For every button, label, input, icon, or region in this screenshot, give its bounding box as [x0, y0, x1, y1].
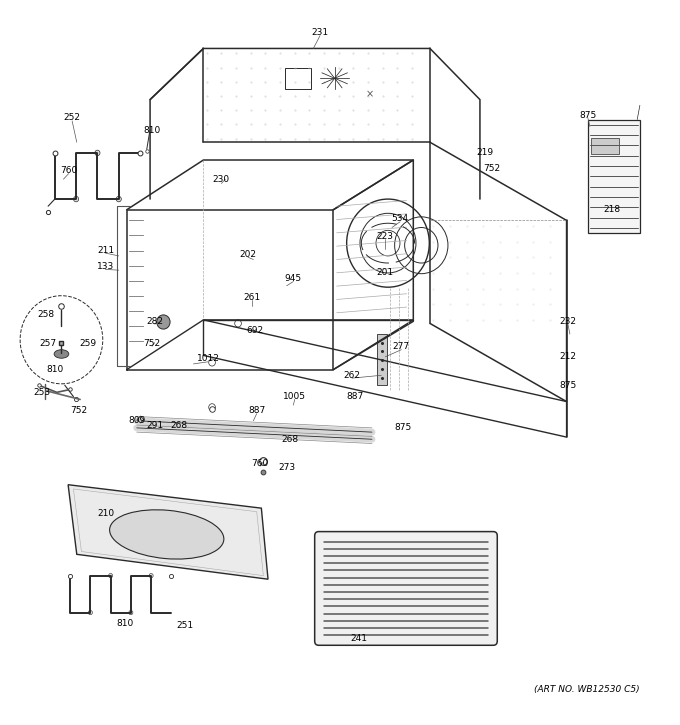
Circle shape [95, 150, 100, 156]
Text: 1012: 1012 [197, 355, 220, 363]
Text: 752: 752 [483, 164, 500, 173]
Text: 282: 282 [146, 317, 163, 326]
Text: 223: 223 [377, 231, 394, 241]
Circle shape [156, 315, 170, 329]
Text: 251: 251 [177, 621, 194, 630]
Text: 252: 252 [64, 113, 81, 122]
Text: 241: 241 [350, 634, 367, 642]
Text: 692: 692 [246, 326, 263, 335]
Text: 277: 277 [393, 342, 410, 352]
Text: 268: 268 [170, 420, 187, 429]
Text: 230: 230 [213, 175, 230, 184]
Text: 291: 291 [146, 420, 163, 429]
Text: 810: 810 [46, 365, 63, 374]
Text: (ART NO. WB12530 C5): (ART NO. WB12530 C5) [534, 685, 639, 694]
Text: 257: 257 [39, 339, 56, 348]
Text: 211: 211 [97, 246, 114, 254]
Text: 760: 760 [60, 166, 78, 175]
Text: 273: 273 [278, 463, 295, 472]
Text: 258: 258 [37, 310, 54, 319]
Text: 752: 752 [70, 406, 87, 415]
Text: 760: 760 [252, 459, 269, 468]
Text: 231: 231 [311, 28, 328, 37]
Text: 253: 253 [33, 388, 51, 397]
Ellipse shape [54, 349, 69, 358]
Text: 810: 810 [143, 125, 160, 135]
Text: ×: × [366, 90, 374, 99]
Circle shape [73, 196, 79, 202]
Text: 810: 810 [117, 619, 134, 629]
Text: 202: 202 [239, 250, 256, 259]
Text: 210: 210 [97, 509, 114, 518]
Text: 809: 809 [128, 416, 146, 426]
Text: 232: 232 [560, 317, 577, 326]
Text: 887: 887 [346, 392, 363, 401]
Ellipse shape [109, 510, 224, 559]
Text: 219: 219 [477, 148, 494, 157]
Text: 133: 133 [97, 262, 114, 271]
Circle shape [109, 573, 113, 578]
Text: 752: 752 [143, 339, 160, 348]
Text: 1005: 1005 [283, 392, 306, 401]
Circle shape [116, 196, 121, 202]
Text: 262: 262 [343, 370, 360, 380]
Circle shape [149, 573, 153, 578]
Circle shape [88, 610, 92, 615]
Bar [286, 67, 311, 89]
Bar [588, 120, 640, 233]
Bar [377, 334, 387, 385]
Text: 887: 887 [248, 406, 265, 415]
Text: 875: 875 [394, 423, 412, 432]
Text: 268: 268 [282, 435, 299, 444]
FancyBboxPatch shape [315, 531, 497, 645]
Text: 212: 212 [560, 352, 577, 361]
Text: 218: 218 [603, 205, 620, 215]
Text: 945: 945 [285, 274, 302, 283]
Text: 875: 875 [559, 381, 577, 390]
Bar [590, 138, 619, 154]
Text: 259: 259 [80, 339, 97, 348]
Text: 261: 261 [243, 293, 260, 302]
Text: 534: 534 [392, 215, 409, 223]
Text: 875: 875 [579, 111, 596, 120]
Text: 201: 201 [377, 268, 394, 277]
Circle shape [129, 610, 133, 615]
Polygon shape [68, 485, 268, 579]
